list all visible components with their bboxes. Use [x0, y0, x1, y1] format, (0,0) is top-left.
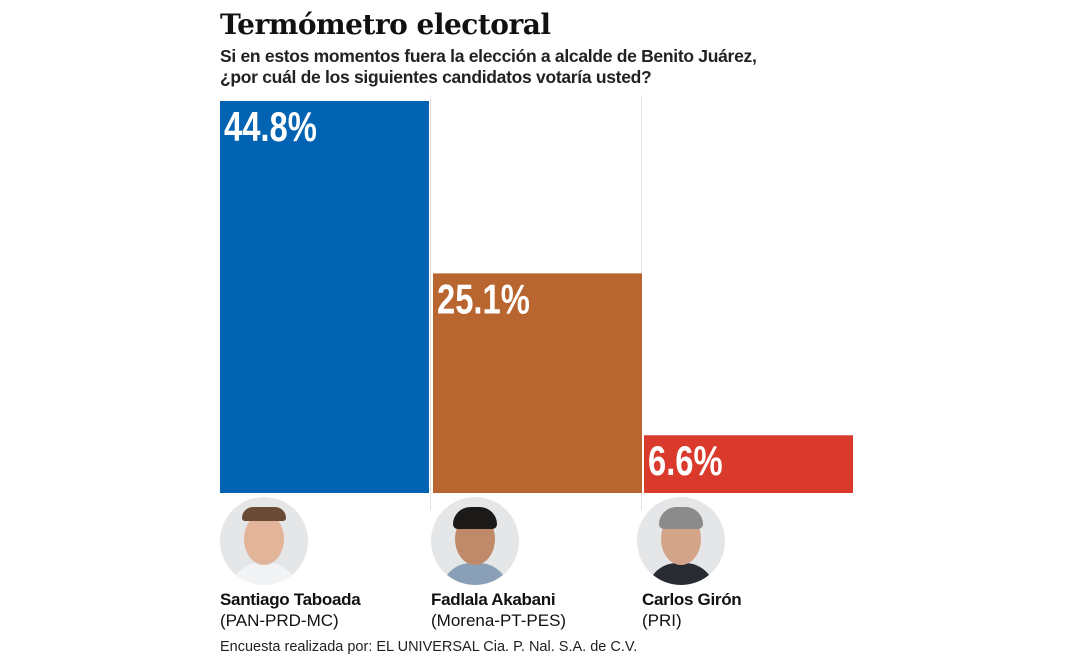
candidate-name: Fadlala Akabani: [431, 590, 556, 609]
candidate-label: Carlos Girón (PRI): [642, 589, 742, 631]
candidate-party: (PAN-PRD-MC): [220, 611, 339, 630]
bar: [433, 273, 642, 493]
candidate-label: Fadlala Akabani (Morena-PT-PES): [431, 589, 566, 631]
candidate-name: Carlos Girón: [642, 590, 742, 609]
chart-subtitle: Si en estos momentos fuera la elección a…: [220, 46, 757, 88]
candidate-photo: [220, 497, 308, 585]
subtitle-line: ¿por cuál de los siguientes candidatos v…: [220, 67, 652, 87]
candidate-label: Santiago Taboada (PAN-PRD-MC): [220, 589, 361, 631]
candidate-party: (PRI): [642, 611, 682, 630]
data-label: 6.6%: [648, 437, 723, 484]
chart-title: Termómetro electoral: [220, 8, 551, 41]
bar: [644, 435, 853, 493]
candidate-name: Santiago Taboada: [220, 590, 361, 609]
source-note: Encuesta realizada por: EL UNIVERSAL Cia…: [220, 639, 638, 655]
bar: [220, 101, 429, 493]
data-label: 25.1%: [437, 275, 530, 322]
candidate-photo: [431, 497, 519, 585]
data-label: 44.8%: [224, 103, 317, 150]
candidate-photo: [637, 497, 725, 585]
subtitle-line: Si en estos momentos fuera la elección a…: [220, 46, 757, 66]
candidate-party: (Morena-PT-PES): [431, 611, 567, 630]
